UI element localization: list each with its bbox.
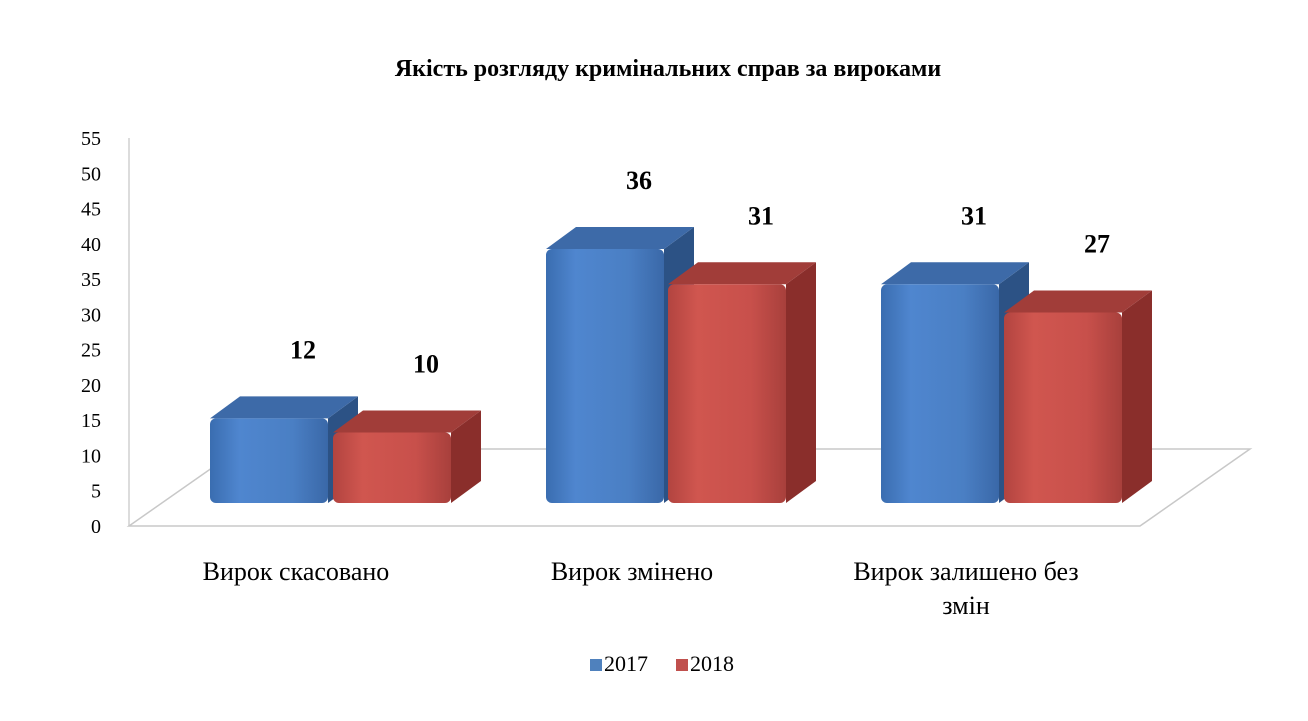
data-label: 10 [413, 349, 439, 378]
y-tick-label: 0 [91, 516, 101, 538]
bar-top-face [1004, 290, 1152, 313]
bar-side-face [1122, 290, 1152, 503]
y-tick-label: 10 [81, 445, 101, 467]
bar-front-face [881, 284, 999, 503]
data-label: 36 [626, 166, 652, 195]
y-tick-label: 35 [81, 269, 101, 291]
labels-layer: 12 36 31 10 31 27 Вирок скасовано Вирок змінено… [203, 166, 1110, 620]
category-label: Вирок залишено без [853, 557, 1078, 586]
y-tick-label: 45 [81, 199, 101, 221]
bar-front-face [333, 432, 451, 503]
category-label: Вирок скасовано [203, 557, 390, 586]
bar-top-face [546, 227, 694, 250]
bars-layer [210, 227, 1152, 503]
legend-swatch [676, 659, 688, 671]
legend-label: 2017 [604, 651, 648, 676]
bar [668, 262, 816, 503]
bar-front-face [668, 284, 786, 503]
bar-side-face [451, 410, 481, 503]
data-label: 27 [1084, 230, 1110, 259]
category-label: змін [942, 591, 990, 620]
bar-top-face [881, 262, 1029, 285]
y-tick-label: 15 [81, 410, 101, 432]
bar-top-face [333, 410, 481, 433]
y-tick-label: 50 [81, 163, 101, 185]
data-label: 31 [961, 201, 987, 230]
y-tick-label: 5 [91, 481, 101, 503]
bar-top-face [668, 262, 816, 285]
bar-top-face [210, 396, 358, 419]
chart-title: Якість розгляду кримінальних справ за ви… [395, 56, 941, 82]
y-tick-label: 25 [81, 340, 101, 362]
y-tick-label: 20 [81, 375, 101, 397]
bar-side-face [786, 262, 816, 503]
y-tick-label: 40 [81, 234, 101, 256]
data-label: 31 [748, 201, 774, 230]
legend-label: 2018 [690, 651, 734, 676]
legend: 2017 2018 [590, 651, 734, 676]
bar [333, 410, 481, 503]
legend-swatch [590, 659, 602, 671]
y-tick-label: 30 [81, 304, 101, 326]
y-tick-label: 55 [81, 128, 101, 150]
bar-front-face [1004, 312, 1122, 503]
category-label: Вирок змінено [551, 557, 713, 586]
bar [1004, 290, 1152, 503]
bar-front-face [210, 418, 328, 503]
bar-front-face [546, 249, 664, 503]
data-label: 12 [290, 335, 316, 364]
